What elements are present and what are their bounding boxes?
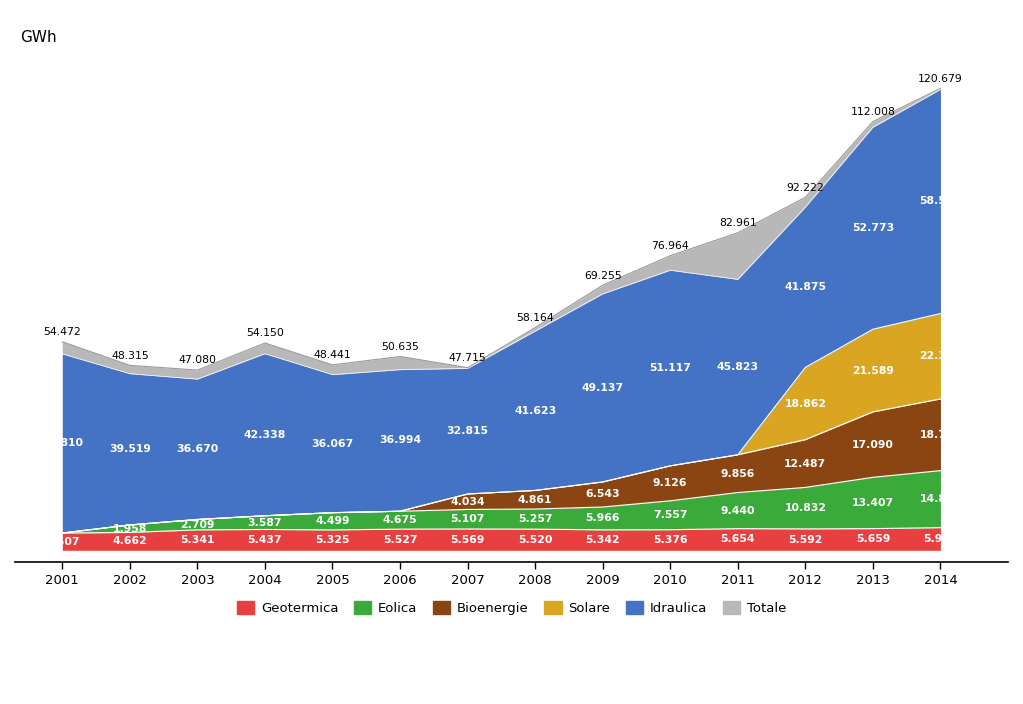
Text: 5.966: 5.966	[585, 513, 620, 523]
Text: 92.222: 92.222	[787, 183, 825, 193]
Text: 5.325: 5.325	[315, 535, 350, 545]
Text: 4.507: 4.507	[45, 536, 80, 547]
Text: 39.519: 39.519	[108, 444, 150, 454]
Text: 58.164: 58.164	[517, 313, 554, 323]
Text: 48.441: 48.441	[314, 351, 351, 360]
Text: 1.958: 1.958	[113, 524, 147, 534]
Text: 4.034: 4.034	[450, 497, 485, 507]
Text: 5.916: 5.916	[924, 534, 958, 544]
Text: 5.257: 5.257	[518, 514, 552, 524]
Text: 14.897: 14.897	[920, 494, 962, 504]
Text: 5.107: 5.107	[450, 514, 485, 524]
Text: 112.008: 112.008	[850, 107, 895, 117]
Text: 82.961: 82.961	[719, 218, 757, 228]
Text: 5.437: 5.437	[248, 535, 282, 545]
Text: 76.964: 76.964	[652, 241, 690, 251]
Text: 46.810: 46.810	[41, 439, 83, 448]
Text: 42.338: 42.338	[243, 429, 286, 440]
Text: 4.499: 4.499	[315, 516, 350, 527]
Text: 5.341: 5.341	[180, 535, 215, 545]
Text: 5.376: 5.376	[653, 535, 687, 545]
Text: 7.557: 7.557	[653, 510, 687, 520]
Text: 54.150: 54.150	[246, 329, 283, 339]
Text: 41.623: 41.623	[514, 406, 557, 416]
Text: 49.137: 49.137	[582, 383, 624, 393]
Text: 22.306: 22.306	[920, 351, 962, 361]
Text: 12.487: 12.487	[785, 458, 827, 469]
Text: GWh: GWh	[20, 30, 56, 45]
Text: 36.670: 36.670	[176, 444, 219, 454]
Text: 45.823: 45.823	[717, 362, 759, 372]
Text: 9.126: 9.126	[653, 478, 687, 489]
Text: 18.862: 18.862	[785, 398, 827, 408]
Text: 5.654: 5.654	[720, 534, 755, 544]
Legend: Geotermica, Eolica, Bioenergie, Solare, Idraulica, Totale: Geotermica, Eolica, Bioenergie, Solare, …	[232, 596, 791, 620]
Text: 54.472: 54.472	[43, 327, 81, 337]
Text: 17.090: 17.090	[852, 439, 894, 450]
Text: 41.875: 41.875	[785, 282, 827, 292]
Text: 4.662: 4.662	[113, 536, 147, 546]
Text: 6.543: 6.543	[585, 489, 620, 499]
Text: 4.675: 4.675	[383, 515, 417, 525]
Text: 5.342: 5.342	[585, 535, 620, 545]
Text: 21.589: 21.589	[852, 365, 894, 375]
Text: 5.659: 5.659	[855, 534, 890, 544]
Text: 52.773: 52.773	[852, 223, 894, 233]
Text: 120.679: 120.679	[918, 74, 963, 84]
Text: 9.440: 9.440	[720, 505, 755, 515]
Text: 50.635: 50.635	[382, 342, 419, 352]
Text: 5.520: 5.520	[518, 535, 552, 545]
Text: 36.994: 36.994	[379, 436, 421, 446]
Text: 13.407: 13.407	[852, 498, 894, 508]
Text: 3.587: 3.587	[248, 517, 282, 527]
Text: 58.545: 58.545	[920, 196, 962, 206]
Text: 5.569: 5.569	[450, 534, 485, 545]
Text: 47.715: 47.715	[449, 353, 487, 363]
Text: 5.527: 5.527	[383, 535, 417, 545]
Text: 4.861: 4.861	[518, 495, 552, 505]
Text: 48.315: 48.315	[110, 351, 148, 360]
Text: 10.832: 10.832	[785, 503, 827, 513]
Text: 32.815: 32.815	[447, 426, 489, 436]
Text: 9.856: 9.856	[720, 469, 755, 479]
Text: 5.592: 5.592	[788, 534, 822, 545]
Text: 2.709: 2.709	[180, 520, 215, 529]
Text: 69.255: 69.255	[584, 270, 622, 281]
Text: 51.117: 51.117	[650, 363, 692, 373]
Text: 47.080: 47.080	[178, 356, 217, 365]
Text: 18.732: 18.732	[920, 429, 962, 440]
Text: 36.067: 36.067	[311, 439, 354, 448]
